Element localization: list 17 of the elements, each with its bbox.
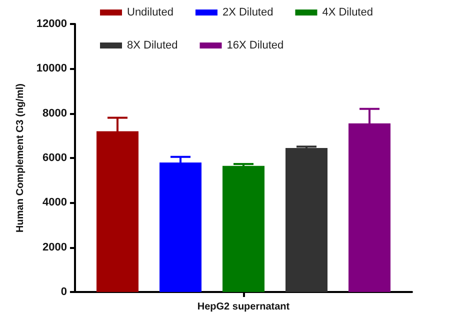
legend-label: 8X Diluted (127, 40, 178, 52)
bar (222, 166, 264, 292)
y-tick-label: 2000 (42, 241, 67, 254)
legend-label: Undiluted (127, 6, 174, 18)
y-tick-label: 0 (60, 286, 67, 298)
y-tick-label: 4000 (42, 196, 67, 209)
y-tick-label: 6000 (42, 152, 67, 164)
y-tick-label: 10000 (36, 62, 67, 75)
legend-label: 2X Diluted (222, 6, 274, 18)
legend-label: 16X Diluted (226, 40, 284, 52)
y-axis-title: Human Complement C3 (ng/ml) (15, 84, 26, 232)
y-tick-label: 12000 (36, 18, 67, 30)
bar (160, 162, 202, 292)
x-tick-label: HepG2 supernatant (197, 302, 290, 312)
bar (286, 148, 328, 292)
legend-label: 4X Diluted (322, 6, 373, 18)
y-tick-label: 8000 (42, 107, 67, 120)
